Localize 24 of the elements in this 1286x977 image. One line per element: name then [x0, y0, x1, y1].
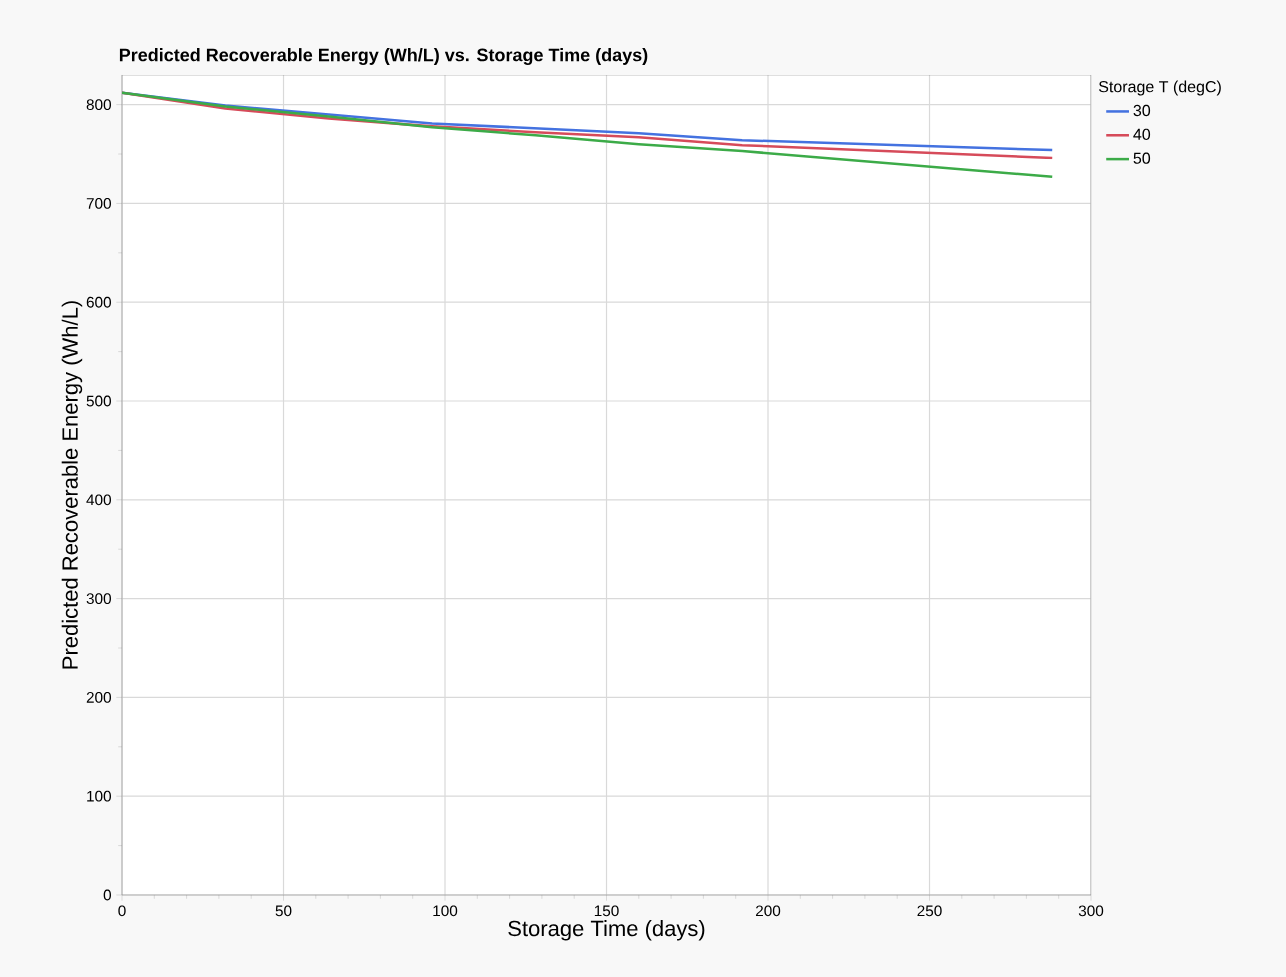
x-tick-label: 250	[917, 905, 942, 917]
x-tick-label: 200	[755, 905, 781, 917]
y-tick-label: 0	[103, 889, 111, 901]
x-tick-label: 150	[594, 905, 619, 917]
x-tick-label: 0	[118, 905, 126, 917]
y-tick-label: 300	[86, 593, 111, 605]
y-tick-label: 100	[87, 790, 111, 802]
legend-label: 40	[1133, 128, 1151, 141]
y-tick-label: 600	[86, 296, 111, 308]
y-axis-title: Predicted Recoverable Energy (Wh/L)	[61, 301, 83, 669]
x-tick-label: 50	[275, 905, 292, 917]
x-axis-title: Storage Time (days)	[508, 920, 705, 941]
y-tick-label: 200	[86, 691, 111, 703]
y-tick-label: 800	[86, 99, 111, 111]
legend-label: 30	[1133, 104, 1151, 117]
y-tick-label: 700	[86, 198, 111, 209]
legend-label: 50	[1133, 152, 1151, 164]
legend-title: Storage T (degC)	[1098, 80, 1221, 96]
chart-title: Predicted Recoverable Energy (Wh/L) vs. Storage Time (days)	[119, 48, 648, 65]
x-tick-label: 300	[1078, 905, 1104, 917]
y-tick-label: 500	[86, 395, 111, 407]
x-tick-label: 100	[433, 905, 458, 917]
line-series	[122, 91, 1054, 179]
y-tick-label: 400	[86, 494, 111, 506]
